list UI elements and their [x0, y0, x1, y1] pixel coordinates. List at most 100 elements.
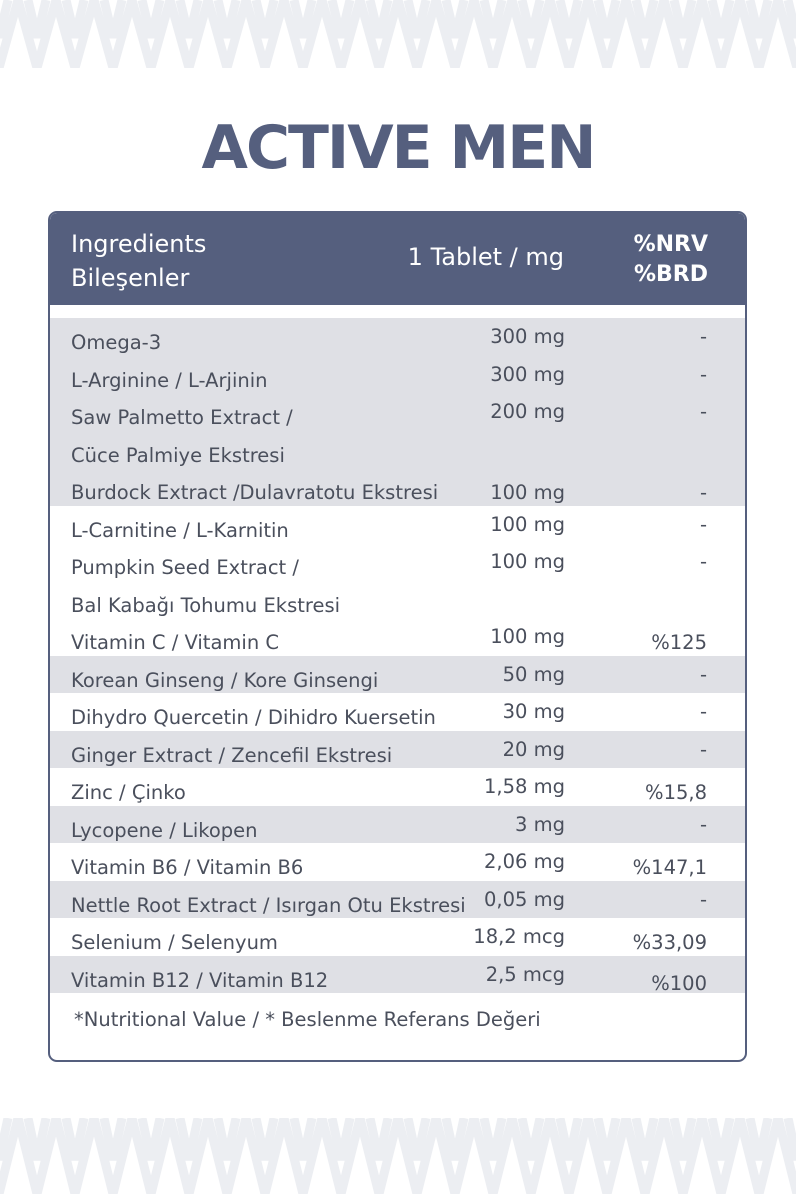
ingredient-name: Zinc / Çinko — [71, 781, 186, 804]
pattern-chevron — [621, 0, 669, 68]
ingredient-amount: 100 mg — [490, 512, 565, 536]
table-header: Ingredients Bileşenler 1 Tablet / mg %NR… — [50, 213, 745, 305]
ingredient-nrv: %147,1 — [632, 856, 707, 879]
pattern-chevron — [507, 0, 555, 68]
ingredient-name: Selenium / Selenyum — [71, 931, 278, 954]
pattern-chevron — [583, 0, 631, 68]
table-row: Vitamin B12 / Vitamin B12 2,5 mcg %100 — [50, 955, 745, 995]
ingredient-nrv: - — [699, 662, 707, 686]
ingredient-amount: 3 mg — [515, 812, 565, 836]
header-amount: 1 Tablet / mg — [407, 243, 564, 271]
decorative-pattern-bottom — [0, 1118, 796, 1194]
ingredient-nrv: - — [699, 550, 707, 573]
pattern-chevron — [583, 1118, 631, 1194]
ingredients-table: Ingredients Bileşenler 1 Tablet / mg %NR… — [48, 211, 747, 1062]
ingredient-nrv: - — [699, 887, 707, 911]
ingredient-nrv: %100 — [651, 971, 707, 995]
ingredient-name: Vitamin B12 / Vitamin B12 — [71, 968, 329, 992]
pattern-chevron — [545, 0, 593, 68]
ingredient-amount: 200 mg — [490, 400, 565, 423]
ingredient-amount: 50 mg — [502, 662, 565, 686]
ingredient-nrv: - — [699, 812, 707, 836]
ingredient-name: Lycopene / Likopen — [71, 818, 258, 842]
ingredient-name: Omega-3 — [71, 331, 162, 354]
table-row: Pumpkin Seed Extract / Bal Kabağı Tohumu… — [50, 543, 745, 618]
pattern-svg-top — [0, 0, 796, 68]
ingredient-amount: 18,2 mcg — [473, 925, 565, 948]
ingredient-amount: 2,06 mg — [484, 850, 565, 873]
table-row: Selenium / Selenyum 18,2 mcg %33,09 — [50, 918, 745, 956]
pattern-chevron — [165, 1118, 213, 1194]
pattern-chevron — [355, 1118, 403, 1194]
pattern-chevron — [659, 1118, 707, 1194]
ingredient-name: Dihydro Quercetin / Dihidro Kuersetin — [71, 706, 436, 729]
table-row: Vitamin C / Vitamin C 100 mg %125 — [50, 618, 745, 656]
table-row: Vitamin B6 / Vitamin B6 2,06 mg %147,1 — [50, 843, 745, 881]
table-body: Omega-3 300 mg - L-Arginine / L-Arjinin … — [50, 318, 745, 995]
pattern-chevron — [317, 1118, 365, 1194]
ingredient-name: L-Arginine / L-Arjinin — [71, 368, 268, 392]
header-ingredients: Ingredients Bileşenler — [71, 227, 206, 295]
table-row: L-Arginine / L-Arjinin 300 mg - — [50, 355, 745, 393]
pattern-chevron — [697, 0, 745, 68]
table-row: Burdock Extract /Dulavratotu Ekstresi 10… — [50, 468, 745, 506]
page-title: ACTIVE MEN — [201, 113, 597, 183]
table-row: Dihydro Quercetin / Dihidro Kuersetin 30… — [50, 693, 745, 731]
pattern-chevron — [355, 0, 403, 68]
ingredient-name: Vitamin C / Vitamin C — [71, 631, 279, 654]
ingredient-amount: 2,5 mcg — [485, 962, 565, 986]
table-row: Lycopene / Likopen 3 mg - — [50, 805, 745, 843]
table-row: Ginger Extract / Zencefil Ekstresi 20 mg… — [50, 730, 745, 768]
pattern-chevron — [659, 0, 707, 68]
ingredient-amount: 20 mg — [502, 737, 565, 761]
ingredient-amount: 100 mg — [490, 481, 565, 504]
ingredient-nrv: %33,09 — [632, 931, 707, 954]
header-nrv-en: %NRV — [633, 232, 708, 257]
header-ingredients-tr: Bileşenler — [71, 264, 190, 292]
table-row: Korean Ginseng / Kore Ginsengi 50 mg - — [50, 655, 745, 693]
ingredient-amount: 100 mg — [490, 625, 565, 648]
pattern-chevron — [735, 0, 783, 68]
pattern-chevron — [773, 0, 796, 68]
ingredient-name-line2: Cüce Palmiye Ekstresi — [71, 443, 285, 467]
decorative-pattern-top — [0, 0, 796, 68]
ingredient-amount: 300 mg — [490, 362, 565, 386]
table-row: L-Carnitine / L-Karnitin 100 mg - — [50, 506, 745, 544]
ingredient-amount: 0,05 mg — [484, 887, 565, 911]
ingredient-nrv: - — [699, 737, 707, 761]
pattern-chevron — [51, 0, 99, 68]
pattern-svg-bottom — [0, 1118, 796, 1194]
table-row: Nettle Root Extract / Isırgan Otu Ekstre… — [50, 880, 745, 918]
pattern-chevron — [697, 1118, 745, 1194]
ingredient-nrv: %15,8 — [645, 781, 707, 804]
pattern-chevron — [317, 0, 365, 68]
ingredient-name: Nettle Root Extract / Isırgan Otu Ekstre… — [71, 893, 466, 917]
pattern-chevron — [469, 0, 517, 68]
ingredient-amount: 1,58 mg — [484, 775, 565, 798]
ingredient-name: Ginger Extract / Zencefil Ekstresi — [71, 743, 393, 767]
ingredient-nrv: - — [699, 362, 707, 386]
pattern-chevron — [165, 0, 213, 68]
pattern-chevron — [203, 0, 251, 68]
pattern-chevron — [507, 1118, 555, 1194]
pattern-chevron — [127, 1118, 175, 1194]
ingredient-name: Vitamin B6 / Vitamin B6 — [71, 856, 304, 879]
ingredient-name-line2: Bal Kabağı Tohumu Ekstresi — [71, 593, 341, 617]
ingredient-name: Pumpkin Seed Extract / — [71, 556, 299, 579]
table-row: Zinc / Çinko 1,58 mg %15,8 — [50, 768, 745, 806]
pattern-chevron — [393, 1118, 441, 1194]
pattern-chevron — [127, 0, 175, 68]
pattern-chevron — [51, 1118, 99, 1194]
pattern-chevron — [0, 1118, 23, 1194]
header-nrv: %NRV %BRD — [634, 230, 708, 290]
pattern-chevron — [431, 0, 479, 68]
pattern-chevron — [89, 1118, 137, 1194]
header-ingredients-en: Ingredients — [71, 230, 207, 258]
pattern-chevron — [545, 1118, 593, 1194]
ingredient-name: Saw Palmetto Extract / — [71, 406, 293, 429]
ingredient-nrv: - — [699, 325, 707, 348]
pattern-chevron — [279, 0, 327, 68]
footnote: *Nutritional Value / * Beslenme Referans… — [74, 1008, 541, 1031]
pattern-chevron — [279, 1118, 327, 1194]
ingredient-amount: 100 mg — [490, 550, 565, 573]
